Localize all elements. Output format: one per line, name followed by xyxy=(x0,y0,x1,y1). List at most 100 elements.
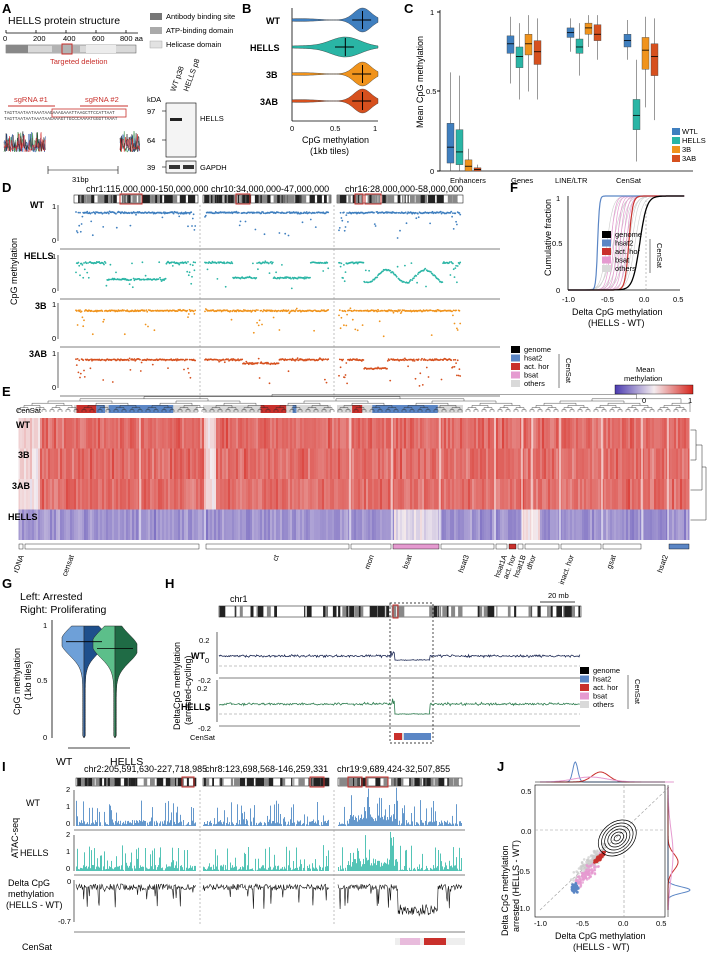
i-atac-bar xyxy=(302,870,303,871)
e-cell xyxy=(396,509,399,540)
e-cell xyxy=(362,418,365,449)
e-cell xyxy=(184,509,187,540)
e-cell xyxy=(194,418,197,449)
i-atac-bar xyxy=(132,820,133,826)
ideogram-band xyxy=(266,606,271,617)
e-cell xyxy=(186,479,189,510)
ideogram-band xyxy=(258,195,261,203)
e-cell xyxy=(352,448,355,479)
e-cell xyxy=(234,418,237,449)
i-atac-bar xyxy=(266,869,267,871)
e-cell xyxy=(336,418,339,449)
e-cell xyxy=(90,479,93,510)
i-atac-bar xyxy=(452,867,453,871)
e-dendro-link xyxy=(665,409,671,412)
e-cell xyxy=(378,448,381,479)
e-cell xyxy=(552,418,555,449)
e-cell xyxy=(360,479,363,510)
e-cell xyxy=(236,418,239,449)
d-point xyxy=(81,215,84,218)
d-point xyxy=(414,211,417,214)
e-cell xyxy=(282,418,285,449)
e-cell xyxy=(308,418,311,449)
d-point xyxy=(404,264,406,267)
d-point xyxy=(86,271,89,274)
ideogram-band xyxy=(428,778,430,786)
i-atac-bar xyxy=(206,823,207,826)
e-cell xyxy=(354,509,357,540)
e-cell xyxy=(524,479,527,510)
e-cell xyxy=(554,509,557,540)
e-cell xyxy=(434,448,437,479)
e-cell xyxy=(38,418,41,449)
e-cell xyxy=(146,509,149,540)
i-atac-bar xyxy=(309,821,310,826)
e-cell xyxy=(100,448,103,479)
d-point xyxy=(272,316,275,319)
d-point xyxy=(111,358,113,361)
e-cell xyxy=(416,479,419,510)
d-point xyxy=(229,310,232,312)
d-point xyxy=(252,262,254,265)
i-atac-bar xyxy=(349,865,350,871)
e-cell xyxy=(210,479,213,510)
e-cell xyxy=(522,509,525,540)
d-point xyxy=(252,331,255,334)
h-ytick-0b: 0 xyxy=(205,704,209,713)
ideogram-band xyxy=(396,606,402,617)
e-cell xyxy=(584,418,587,449)
e-cell xyxy=(308,479,311,510)
i-delta-signal xyxy=(337,883,463,917)
e-cell xyxy=(214,509,217,540)
e-cell xyxy=(548,479,551,510)
e-cell xyxy=(688,418,691,449)
ideogram-band xyxy=(358,606,361,617)
i-atac-bar xyxy=(368,859,369,871)
h-legend-swatch xyxy=(580,667,589,674)
i-atac-bar xyxy=(377,860,378,871)
e-cell xyxy=(94,418,97,449)
e-cell xyxy=(518,448,521,479)
ideogram-band xyxy=(108,195,111,203)
i-atac-bar xyxy=(448,824,449,826)
e-cell xyxy=(576,479,579,510)
d-point xyxy=(260,309,263,312)
h-censat-hsat2 xyxy=(404,733,431,740)
ideogram-band xyxy=(324,195,327,203)
i-atac-bar xyxy=(422,853,423,871)
e-cell xyxy=(540,479,543,510)
i-atac-bar xyxy=(360,818,361,826)
e-cell xyxy=(20,448,23,479)
e-cell xyxy=(32,509,35,540)
d-point xyxy=(178,263,181,266)
i-atac-bar xyxy=(229,822,230,826)
i-atac-bar xyxy=(460,821,461,826)
e-cell xyxy=(256,479,259,510)
e-cell xyxy=(592,479,595,510)
c-cat-enhancers: Enhancers xyxy=(450,176,486,185)
d-point xyxy=(362,359,365,361)
h-chr: chr1 xyxy=(230,594,248,604)
i-atac-bar xyxy=(362,819,363,826)
i-atac-bar xyxy=(290,867,291,871)
e-cell xyxy=(120,418,123,449)
e-cell xyxy=(296,479,299,510)
e-cell xyxy=(130,418,133,449)
e-dendro-link xyxy=(57,409,63,412)
d-point xyxy=(456,327,458,330)
panel-j: J Delta CpG methylation arrested (HELLS … xyxy=(497,759,691,952)
e-cell xyxy=(654,448,657,479)
j-ylabel2: arrested (HELLS - WT) xyxy=(511,840,521,932)
e-cell xyxy=(194,509,197,540)
d-point xyxy=(235,310,238,313)
e-cell xyxy=(522,418,525,449)
i-atac-bar xyxy=(362,864,363,871)
e-dendro-link xyxy=(601,409,607,412)
e-cell xyxy=(570,418,573,449)
d-point xyxy=(280,276,282,279)
d-point xyxy=(114,278,117,281)
e-cell xyxy=(462,479,465,510)
i-atac-bar xyxy=(411,845,412,871)
i-atac-bar xyxy=(139,820,140,826)
e-cell xyxy=(414,479,417,510)
